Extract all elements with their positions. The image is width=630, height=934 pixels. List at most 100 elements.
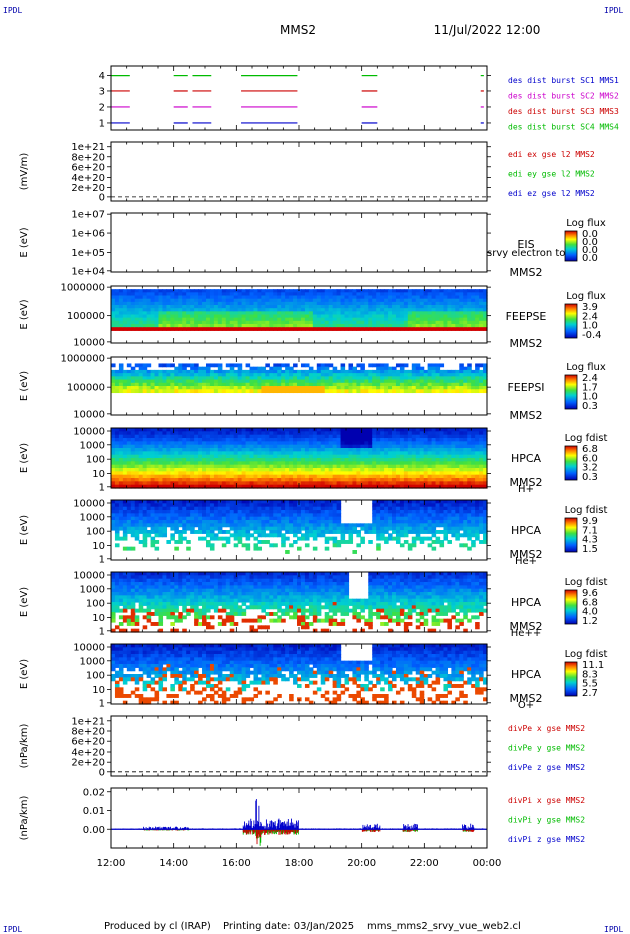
feepse-cell [198,298,203,303]
hpca-h-cell [427,458,433,462]
feepse-cell [447,295,452,300]
hpca-h-cell [411,441,417,446]
hpca-h-cell [194,454,199,459]
hpca-he-cell [213,526,219,531]
feepse-cell [253,301,259,306]
hpca-h-cell [451,451,456,456]
feepse-cell [221,289,227,293]
feepsi-cell [388,369,393,374]
hpca-h-cell [427,468,433,472]
hpca-h-cell [419,458,425,462]
feepsi-cell [245,363,251,368]
feepsi-cell [182,379,187,384]
feepse-cell [225,320,231,325]
feepse-cell [269,301,274,306]
feepse-cell [118,308,124,312]
hpca-h-cell [459,471,464,476]
feepsi-cell [293,376,298,381]
hpca-h-cell [419,448,425,452]
feepse-cell [328,308,334,312]
hpca-he-cell [241,513,247,518]
feepse-cell [376,289,381,293]
hpca-h-cell [174,458,179,462]
feepse-cell [312,292,318,297]
feepsi-cell [475,382,480,387]
feepse-cell [479,301,484,306]
feepse-cell [178,311,183,316]
feepse-cell [380,311,385,316]
hpca-he-cell [205,533,211,538]
hpca-h-cell [399,431,405,436]
hpca-he-cell [190,520,195,524]
hpca-h-cell [451,438,456,442]
hpca-h-cell [403,428,409,432]
feepse-cell [384,292,389,297]
hpca-h-cell [483,441,488,446]
hpca-h-cell [376,481,381,486]
hpca-he-cell [356,543,361,548]
hpca-h-cell [344,448,350,452]
feepsi-cell [237,363,243,368]
hpca-he-cell [395,523,401,528]
hpca-he-cell [178,536,183,541]
feepse-cell [348,298,354,303]
feepsi-cell [186,376,191,381]
feepsi-cell [459,386,464,390]
feepse-cell [130,324,136,328]
feepse-cell [380,324,385,328]
feepsi-cell [229,376,235,381]
feepse-cell [439,301,445,306]
hpca-h-cell [297,451,302,456]
hpca-h-cell [118,464,124,469]
hpca-he-cell [154,540,160,544]
hpca-h-cell [411,448,417,452]
hpca-h-cell [467,454,472,459]
hpca-h-ytick-label: 1 [99,482,105,493]
hpca-h-cell [194,474,199,479]
feepse-cell [198,320,203,325]
feepsi-cell [257,376,262,381]
hpca-h-cell [419,478,425,482]
feepse-cell [225,311,231,316]
feepsi-cell [225,363,231,368]
feepsi-cell [403,369,409,374]
hpca-h-cell [332,471,338,476]
hpca-he-cell [392,520,397,524]
feepse-cell [411,327,417,331]
hpca-he-cell [289,523,294,528]
hpca-he-cell [241,530,247,534]
feepsi-cell [447,386,452,390]
feepse-cell [194,327,199,331]
hpca-he-cell [111,513,116,518]
hpca-he-cell [241,526,247,531]
hpca-he-cell [328,513,334,518]
hpca-he-cell [253,516,259,521]
hpca-h-cell [411,478,417,482]
hpca-h-cell [198,438,203,442]
hpca-he-cell [190,526,195,531]
hpca-he-cell [194,500,199,504]
hpca-h-cell [130,441,136,446]
hpca-he-cell [392,500,397,504]
hpca-h-cell [217,478,223,482]
hpca-h-cell [471,444,476,449]
feepse-cell [293,320,298,325]
feepsi-cell [368,382,373,387]
hpca-h-cell [348,478,354,482]
hpca-he-cell [348,523,354,528]
hpca-he-cell [376,516,381,521]
feepsi-cell [344,379,350,384]
feepse-cell [340,320,346,325]
feepsi-cell [332,373,338,377]
feepsi-cell [360,363,365,368]
feepsi-cell [297,382,302,387]
feepse-cell [300,317,306,322]
hpca-h-cell [392,458,397,462]
feepsi-cell [111,379,116,384]
hpca-h-cell [463,478,468,482]
hpca-h-cell [439,464,445,469]
feepsi-cell [316,369,322,374]
hpca-he-cell [138,540,144,544]
feepse-cell [146,292,152,297]
hpca-he-cell [130,520,136,524]
